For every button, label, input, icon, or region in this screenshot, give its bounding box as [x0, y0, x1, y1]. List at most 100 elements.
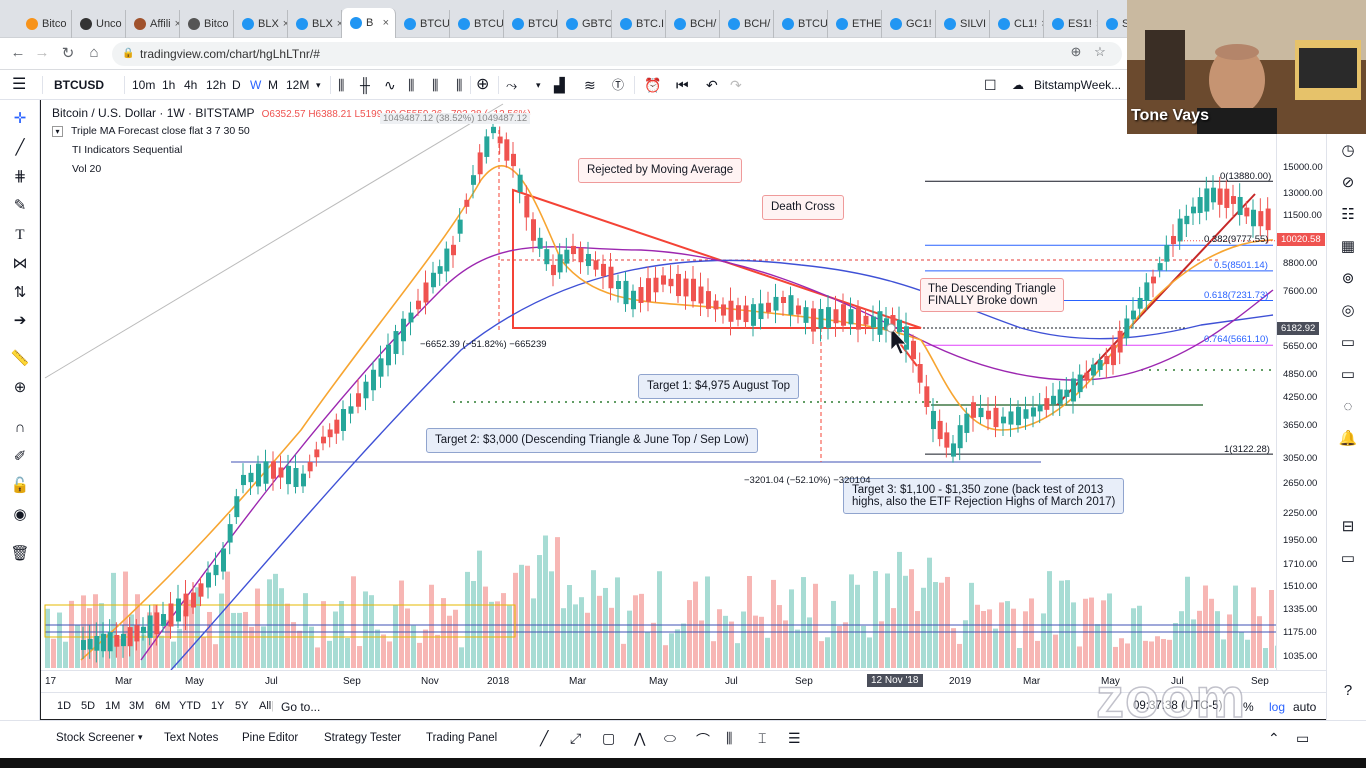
forward-icon[interactable]: → [34, 44, 50, 61]
pattern-icon[interactable]: ⋈ [12, 255, 28, 272]
cloud-icon[interactable]: ☁ [1012, 78, 1024, 92]
browser-tab[interactable]: BTCU× [774, 10, 828, 38]
stay-drawing-icon[interactable]: ✐ [13, 448, 27, 465]
home-icon[interactable]: ⌂ [89, 44, 99, 61]
range-button[interactable]: 3M [129, 700, 145, 712]
callout-descending-triangle[interactable]: The Descending Triangle FINALLY Broke do… [920, 278, 1064, 312]
time-axis[interactable]: 17 Mar May Jul Sep Nov 2018 Mar May Jul Sep 12 Nov … [41, 670, 1326, 692]
interval-button[interactable]: 12h [206, 78, 227, 92]
calendar-icon[interactable]: ▦ [1340, 238, 1356, 255]
menu-icon[interactable]: ☰ [12, 76, 27, 93]
auto-scale[interactable]: auto [1293, 700, 1317, 714]
interval-button[interactable]: W [250, 78, 262, 92]
data-window-icon[interactable]: ⊘ [1341, 174, 1355, 191]
alerts-clock-icon[interactable]: ◷ [1341, 142, 1355, 159]
crosshair-icon[interactable]: ✛ [13, 110, 27, 127]
add-bookmark-icon[interactable]: ⊕ [1070, 44, 1082, 59]
browser-tab[interactable]: Unco × [72, 10, 126, 38]
interval-dropdown-icon[interactable]: ▾ [316, 80, 321, 90]
hotlist-icon[interactable]: ☷ [1341, 206, 1355, 223]
heikin-icon[interactable]: ⫼ [432, 77, 439, 93]
indicator-triple-ma[interactable]: Triple MA Forecast close flat 3 7 30 50 [71, 125, 250, 137]
range-button[interactable]: All [259, 700, 272, 712]
browser-tab[interactable]: BTCU× [504, 10, 558, 38]
ruler-icon[interactable]: 📏 [10, 350, 30, 367]
brush-icon[interactable]: ✎ [13, 197, 27, 214]
idea-bulb-icon[interactable]: ◌ [1343, 398, 1353, 415]
url-field[interactable]: 🔒 tradingview.com/chart/hgLhLTnr/# [112, 42, 1122, 66]
browser-tab[interactable]: BTC.I× [612, 10, 666, 38]
draw-path-icon[interactable]: ⋀ [634, 730, 646, 746]
streams-icon[interactable]: ◎ [1341, 302, 1355, 319]
browser-tab[interactable]: Affili × [126, 10, 180, 38]
callout-target-2[interactable]: Target 2: $3,000 (Descending Triangle & … [426, 428, 758, 453]
browser-tab[interactable]: BCH/× [720, 10, 774, 38]
tab-close-icon[interactable]: × [175, 18, 179, 30]
tab-close-icon[interactable]: × [382, 17, 389, 29]
interval-button[interactable]: M [268, 78, 278, 92]
help-icon[interactable]: ? [1343, 682, 1353, 699]
chat-icon[interactable]: ▭ [1340, 334, 1356, 351]
callout-target-3[interactable]: Target 3: $1,100 - $1,350 zone (back tes… [843, 478, 1125, 514]
interval-button[interactable]: 12M [286, 78, 310, 92]
browser-tab[interactable]: SILVI× [936, 10, 990, 38]
expand-icon[interactable]: ⊟ [1341, 518, 1355, 535]
fib-tool-icon[interactable]: ⋕ [13, 168, 27, 185]
draw-parallel-icon[interactable]: ☰ [788, 730, 801, 746]
browser-tab[interactable]: Bitco× [18, 10, 72, 38]
indicator-volume[interactable]: Vol 20 [72, 163, 102, 175]
bottom-tab[interactable]: Text Notes [164, 732, 219, 744]
messages-icon[interactable]: ▭ [1340, 366, 1356, 383]
back-icon[interactable]: ← [10, 44, 26, 61]
callout-death-cross[interactable]: Death Cross [762, 195, 844, 220]
draw-callout-icon[interactable]: ▢ [602, 730, 616, 746]
browser-tab[interactable]: B × [342, 8, 396, 38]
browser-tab[interactable]: BCH/× [666, 10, 720, 38]
browser-tab[interactable]: BLX × [234, 10, 288, 38]
fullscreen-icon[interactable]: ▭ [1340, 550, 1356, 567]
collapse-panel-icon[interactable]: ⌃ [1268, 730, 1280, 746]
tab-close-icon[interactable]: × [1041, 18, 1043, 30]
range-button[interactable]: 6M [155, 700, 171, 712]
browser-tab[interactable]: GC1!× [882, 10, 936, 38]
layout-square-icon[interactable]: ☐ [984, 77, 997, 93]
tab-close-icon[interactable]: × [337, 18, 341, 30]
bar-type-icon[interactable]: ╫ [360, 77, 370, 93]
range-button[interactable]: YTD [179, 700, 201, 712]
eye-icon[interactable]: ◉ [13, 506, 27, 523]
draw-bars-icon[interactable]: ⫼ [726, 730, 733, 746]
price-axis[interactable]: 15000.00 13000.00 11500.00 8800.00 7600.00 56… [1276, 100, 1326, 670]
tab-close-icon[interactable]: × [1096, 18, 1097, 30]
interval-button[interactable]: 10m [132, 78, 156, 92]
draw-line-icon[interactable]: ╱ [540, 730, 549, 746]
interval-button[interactable]: 4h [184, 78, 198, 92]
bottom-tab[interactable]: Trading Panel [426, 732, 498, 744]
lock-drawings-icon[interactable]: 🔓 [10, 477, 30, 494]
redo-icon[interactable]: ↷ [730, 77, 742, 93]
draw-arc-icon[interactable]: ⌒ [696, 732, 710, 748]
trendline-icon[interactable]: ╱ [15, 139, 25, 156]
browser-tab[interactable]: BTCU× [396, 10, 450, 38]
browser-tab[interactable]: CL1!× [990, 10, 1044, 38]
interval-button[interactable]: 1h [162, 78, 176, 92]
percent-scale[interactable]: % [1243, 700, 1254, 714]
draw-measure-icon[interactable]: ⌶ [758, 730, 767, 746]
browser-tab[interactable]: BLX × [288, 10, 342, 38]
range-button[interactable]: 5Y [235, 700, 249, 712]
log-scale[interactable]: log [1269, 700, 1286, 714]
range-button[interactable]: 1M [105, 700, 121, 712]
symbol-search[interactable]: BTCUSD [54, 78, 104, 92]
layout-name[interactable]: BitstampWeek... [1034, 78, 1122, 92]
hollow-candle-icon[interactable]: ⫼ [408, 77, 415, 93]
templates-icon[interactable]: ≋ [584, 77, 596, 93]
range-button[interactable]: 1D [57, 700, 72, 712]
text-tool-icon[interactable]: T [15, 227, 25, 243]
draw-ellipse-icon[interactable]: ⬭ [664, 730, 676, 746]
alert-icon[interactable]: ⏰ [644, 77, 662, 93]
compare-add-icon[interactable]: ⊕ [476, 76, 490, 93]
notifications-icon[interactable]: 🔔 [1338, 430, 1358, 447]
chart-style-icon[interactable]: ⫼ [456, 77, 463, 93]
browser-tab[interactable]: ETHE× [828, 10, 882, 38]
browser-tab[interactable]: ES1! × [1044, 10, 1098, 38]
prediction-icon[interactable]: ⇅ [13, 284, 27, 301]
